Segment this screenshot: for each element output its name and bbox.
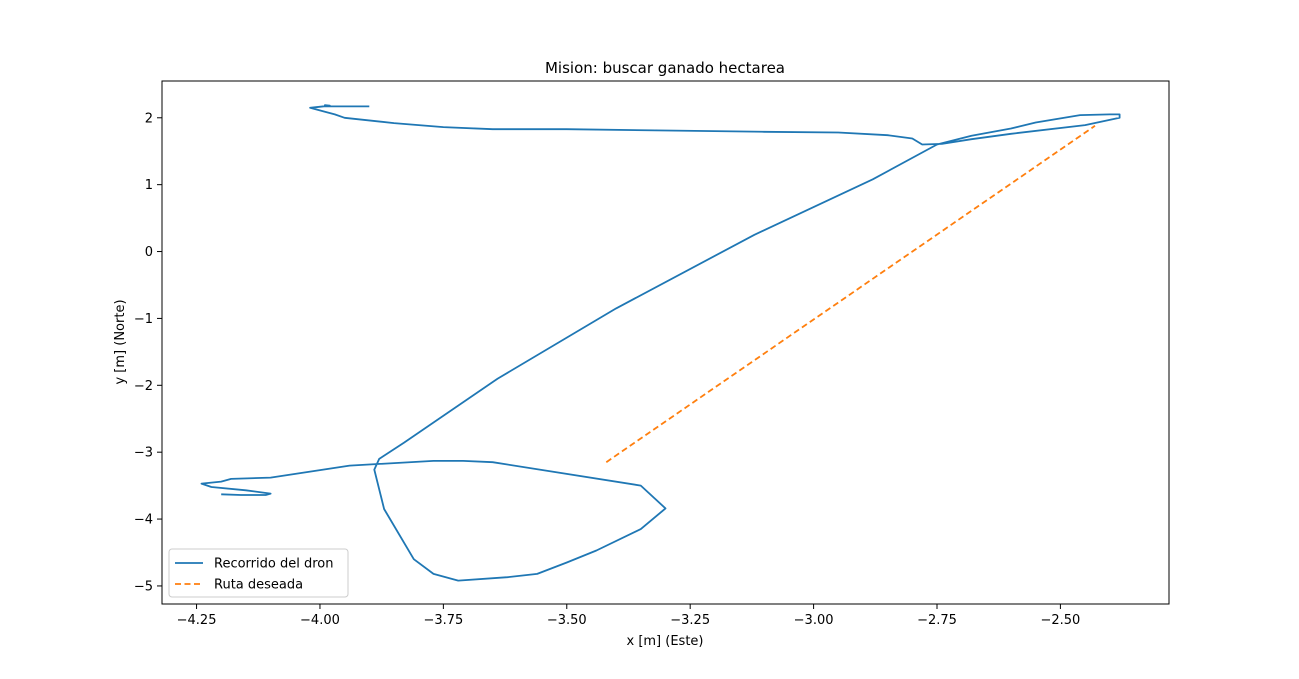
y-tick-label: −1	[134, 312, 153, 327]
legend-label-1: Ruta deseada	[214, 578, 303, 593]
axes-frame	[161, 80, 1170, 605]
x-tick-label: −3.75	[423, 613, 463, 628]
y-tick-label: −3	[134, 446, 153, 461]
x-tick-label: −4.00	[300, 613, 340, 628]
series-line-0	[200, 104, 1121, 582]
y-tick-label: −5	[134, 579, 153, 594]
y-tick-label: 1	[145, 178, 153, 193]
legend-label-0: Recorrido del dron	[214, 557, 333, 572]
legend-box	[168, 548, 349, 598]
x-tick-label: −2.50	[1040, 613, 1080, 628]
x-tick-label: −3.00	[794, 613, 834, 628]
x-tick-label: −4.25	[177, 613, 217, 628]
x-tick-label: −3.50	[547, 613, 587, 628]
plot-area	[200, 104, 1121, 582]
y-tick-label: −2	[134, 379, 153, 394]
legend: Recorrido del dron Ruta deseada	[168, 548, 349, 598]
chart-title: Mision: buscar ganado hectarea	[545, 59, 785, 77]
y-axis-label: y [m] (Norte)	[113, 299, 128, 384]
y-tick-label: 2	[145, 111, 153, 126]
x-tick-label: −2.75	[917, 613, 957, 628]
y-tick-label: −4	[134, 513, 153, 528]
y-tick-label: 0	[145, 245, 153, 260]
x-tick-label: −3.25	[670, 613, 710, 628]
x-axis-label: x [m] (Este)	[627, 634, 704, 649]
series-line-1	[605, 125, 1096, 463]
x-axis: −4.25 −4.00 −3.75 −3.50 −3.25 −3.00 −2.75 −2.50	[177, 604, 1080, 628]
y-axis: 2 1 0 −1 −2 −3 −4 −5	[134, 111, 162, 594]
